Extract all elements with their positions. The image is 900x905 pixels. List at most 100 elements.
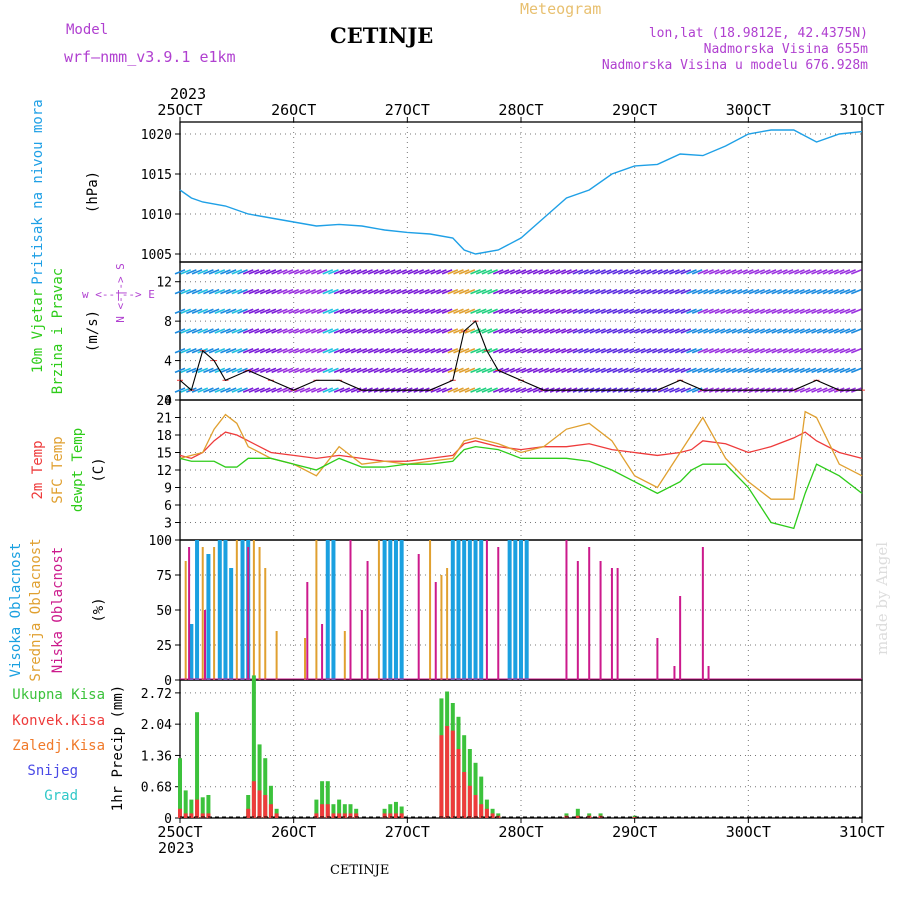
y-tick-label: 21 bbox=[156, 412, 172, 427]
wind-barb bbox=[498, 269, 510, 275]
wind-barb bbox=[367, 269, 379, 275]
wind-barb bbox=[822, 308, 834, 315]
y-tick-label: 1020 bbox=[141, 128, 172, 143]
wind-barb bbox=[197, 269, 209, 275]
wind-barb bbox=[737, 269, 748, 275]
wind-barb bbox=[447, 269, 459, 275]
wind-barb bbox=[771, 347, 783, 354]
wind-barb bbox=[663, 269, 675, 275]
wind-barb bbox=[384, 308, 396, 315]
wind-barb bbox=[527, 387, 538, 393]
wind-barb bbox=[311, 308, 322, 315]
precip-legend-4: Grad bbox=[44, 788, 78, 804]
y-tick-label: 15 bbox=[156, 447, 172, 462]
wind-barb bbox=[623, 328, 635, 334]
wind-barb bbox=[549, 328, 561, 334]
wind-barb bbox=[453, 328, 464, 334]
wind-barb bbox=[356, 269, 368, 275]
wind-barb bbox=[566, 269, 578, 275]
wind-barb bbox=[595, 367, 606, 374]
wind-speed-line bbox=[179, 320, 862, 392]
wind-barb bbox=[600, 347, 612, 354]
wind-barb bbox=[350, 347, 362, 354]
wind-barb bbox=[475, 387, 487, 393]
wind-barb bbox=[294, 328, 305, 334]
wind-barb bbox=[691, 308, 703, 315]
wind-barb bbox=[816, 387, 828, 393]
footer-station: CETINJE bbox=[330, 863, 389, 878]
wind-barb bbox=[623, 367, 635, 374]
wind-barb bbox=[845, 269, 856, 275]
wind-barb bbox=[822, 269, 834, 275]
wind-barb bbox=[816, 308, 828, 315]
y-tick-label: 6 bbox=[164, 499, 172, 514]
wind-barb bbox=[174, 387, 186, 393]
x-tick-label-bottom: 31OCT bbox=[839, 823, 884, 841]
wind-barb bbox=[515, 269, 527, 275]
wind-barb bbox=[669, 269, 680, 275]
wind-barb bbox=[572, 308, 584, 315]
wind-barb bbox=[521, 308, 532, 315]
wind-barb bbox=[714, 367, 726, 374]
wind-barb bbox=[748, 347, 760, 354]
wind-barb bbox=[606, 288, 618, 295]
wind-barb bbox=[760, 269, 771, 275]
wind-barb bbox=[390, 328, 402, 334]
wind-barb bbox=[436, 347, 447, 354]
wind-barb bbox=[350, 367, 362, 374]
wind-barb bbox=[748, 328, 760, 334]
wind-barb bbox=[271, 347, 282, 354]
wind-barb bbox=[510, 347, 521, 354]
wind-barb bbox=[436, 387, 447, 393]
wind-barb bbox=[237, 347, 248, 354]
wind-barb bbox=[265, 387, 277, 393]
wind-barb bbox=[600, 328, 612, 334]
y-tick-label: 2.04 bbox=[141, 718, 172, 733]
year-top: 2023 bbox=[170, 85, 206, 103]
temp-line-temp2m bbox=[179, 431, 863, 462]
wind-barb bbox=[515, 328, 527, 334]
wind-barb bbox=[578, 347, 589, 354]
wind-barb bbox=[402, 328, 413, 334]
cloud-bar-low_cloud bbox=[599, 561, 602, 680]
wind-barb bbox=[174, 328, 186, 334]
station-altitude: Nadmorska Visina 655m bbox=[704, 42, 869, 57]
wind-barb bbox=[277, 347, 288, 354]
wind-barb bbox=[413, 347, 424, 354]
wind-barb bbox=[686, 387, 697, 393]
wind-barb bbox=[765, 347, 777, 354]
wind-barb bbox=[635, 347, 646, 354]
wind-barb bbox=[760, 288, 771, 295]
wind-barb bbox=[339, 387, 351, 393]
wind-barb bbox=[765, 367, 777, 374]
wind-barb bbox=[345, 328, 356, 334]
station-title: CETINJE bbox=[330, 23, 433, 48]
wind-barb bbox=[629, 347, 640, 354]
wind-barb bbox=[714, 288, 726, 295]
wind-barb bbox=[333, 328, 345, 334]
precip-bar-precip_total bbox=[388, 804, 393, 818]
wind-barb bbox=[208, 387, 220, 393]
wind-barb bbox=[345, 269, 356, 275]
wind-barb bbox=[799, 328, 811, 334]
wind-barb bbox=[350, 269, 362, 275]
wind-barb bbox=[328, 347, 339, 354]
wind-barb bbox=[828, 269, 839, 275]
wind-barb bbox=[345, 367, 356, 374]
wind-barb bbox=[578, 288, 589, 295]
wind-barb bbox=[623, 288, 635, 295]
wind-barb bbox=[657, 347, 669, 354]
wind-barb bbox=[242, 347, 254, 354]
wind-barb bbox=[282, 367, 294, 374]
model-label: Model bbox=[66, 22, 108, 38]
wind-barb bbox=[265, 367, 277, 374]
wind-barb bbox=[174, 367, 186, 374]
wind-barb bbox=[430, 328, 442, 334]
wind-barb bbox=[396, 308, 407, 315]
y-tick-label: 75 bbox=[156, 569, 172, 584]
wind-barb bbox=[271, 269, 282, 275]
wind-barb bbox=[544, 308, 555, 315]
wind-barb bbox=[384, 328, 396, 334]
wind-barb bbox=[186, 347, 197, 354]
wind-barb bbox=[629, 367, 640, 374]
